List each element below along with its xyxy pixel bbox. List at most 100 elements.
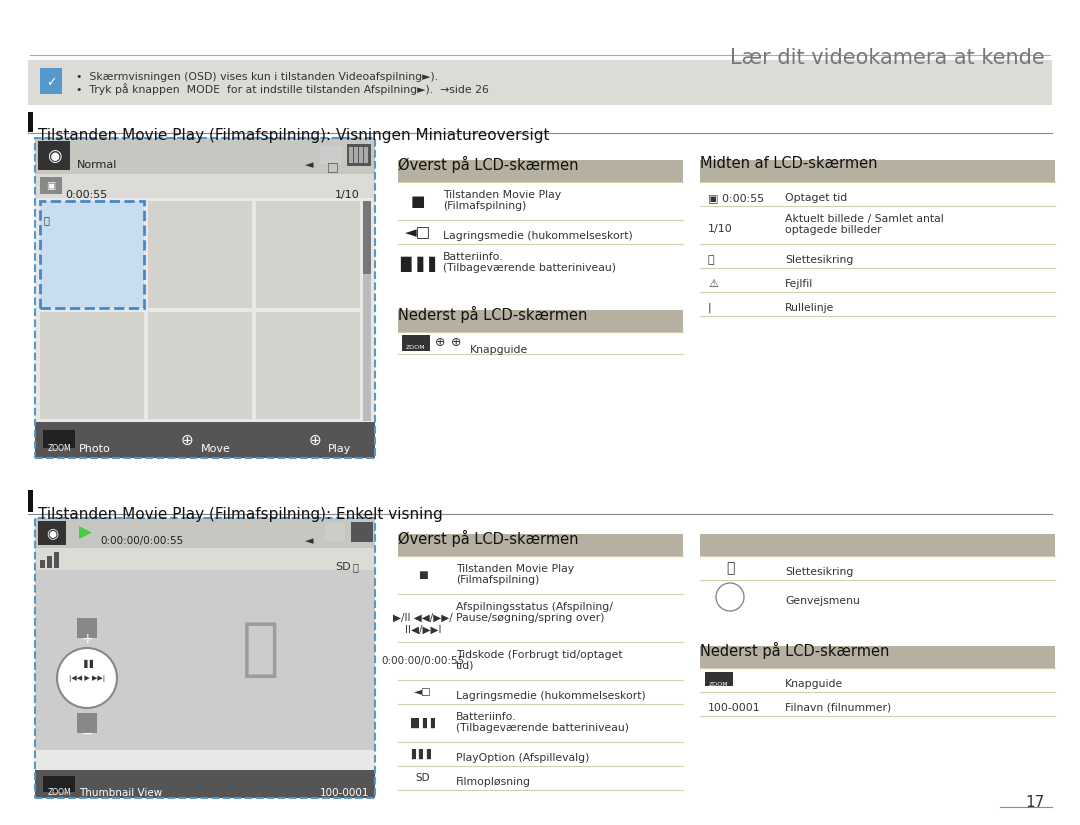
Bar <box>399 534 683 556</box>
Text: ▐▐: ▐▐ <box>81 659 94 668</box>
Bar <box>148 201 252 308</box>
Bar <box>349 147 353 163</box>
Text: (Tilbageværende batteriniveau): (Tilbageværende batteriniveau) <box>456 723 629 733</box>
Bar <box>359 147 363 163</box>
Text: 100-0001: 100-0001 <box>320 788 369 798</box>
Text: ◄: ◄ <box>305 536 313 546</box>
Text: Midten af LCD-skærmen: Midten af LCD-skærmen <box>700 156 877 171</box>
Bar <box>35 570 375 750</box>
Text: 🔑: 🔑 <box>708 255 715 265</box>
Text: ◉: ◉ <box>46 147 62 165</box>
Text: ◉: ◉ <box>46 526 58 540</box>
Text: Fejlfil: Fejlfil <box>785 279 813 289</box>
Bar <box>28 112 33 132</box>
Text: II◀/▶▶I: II◀/▶▶I <box>405 625 442 635</box>
Text: 0:00:55: 0:00:55 <box>65 190 107 200</box>
Text: tid): tid) <box>456 661 474 671</box>
Bar <box>40 560 45 568</box>
Text: ZOOM: ZOOM <box>48 788 71 797</box>
Text: Nederst på LCD-skærmen: Nederst på LCD-skærmen <box>399 306 588 323</box>
Bar <box>40 177 62 194</box>
Text: ▣ 0:00:55: ▣ 0:00:55 <box>708 193 765 203</box>
Text: SD: SD <box>335 562 351 572</box>
Text: ◄□: ◄□ <box>414 687 432 697</box>
Text: Tilstanden Movie Play (Filmafspilning): Visningen Miniatureoversigt: Tilstanden Movie Play (Filmafspilning): … <box>38 128 550 143</box>
Bar <box>325 523 345 541</box>
Bar <box>54 552 59 568</box>
Text: Batteriinfo.: Batteriinfo. <box>443 252 503 262</box>
Text: ⊕: ⊕ <box>725 590 735 604</box>
Text: (Filmafspilning): (Filmafspilning) <box>443 201 526 211</box>
Text: +: + <box>81 632 93 646</box>
Bar <box>363 201 372 421</box>
Bar <box>40 312 144 419</box>
Text: ⊕: ⊕ <box>309 432 322 447</box>
Text: Øverst på LCD-skærmen: Øverst på LCD-skærmen <box>399 156 579 173</box>
Text: (Filmafspilning): (Filmafspilning) <box>456 575 539 585</box>
Bar <box>28 60 1052 105</box>
Text: 0:00:00/0:00:55: 0:00:00/0:00:55 <box>100 536 184 546</box>
Bar <box>38 521 66 545</box>
Text: Lær dit videokamera at kende: Lær dit videokamera at kende <box>730 48 1045 68</box>
Bar <box>700 646 1055 668</box>
Bar <box>35 138 375 458</box>
Text: (Tilbageværende batteriniveau): (Tilbageværende batteriniveau) <box>443 263 616 273</box>
Text: Knapguide: Knapguide <box>785 679 843 689</box>
Text: Slettesikring: Slettesikring <box>785 255 853 265</box>
Text: 17: 17 <box>1026 795 1045 810</box>
Circle shape <box>57 648 117 708</box>
Bar <box>35 138 375 174</box>
Text: ⊕: ⊕ <box>435 337 445 350</box>
Bar <box>364 147 368 163</box>
Text: Tilstanden Movie Play (Filmafspilning): Enkelt visning: Tilstanden Movie Play (Filmafspilning): … <box>38 507 443 522</box>
Text: ⊕: ⊕ <box>180 432 193 447</box>
Text: □: □ <box>327 160 339 173</box>
Text: Rullelinje: Rullelinje <box>785 303 835 313</box>
Text: 🔑: 🔑 <box>726 561 734 575</box>
Text: Tilstanden Movie Play: Tilstanden Movie Play <box>443 190 562 200</box>
Text: ZOOM: ZOOM <box>406 345 426 350</box>
Text: ZOOM: ZOOM <box>48 444 71 453</box>
Text: Genvejsmenu: Genvejsmenu <box>785 596 860 606</box>
Bar <box>77 618 97 638</box>
Text: Tilstanden Movie Play: Tilstanden Movie Play <box>456 564 575 574</box>
Text: SD: SD <box>416 773 430 783</box>
Circle shape <box>716 583 744 611</box>
Text: ■: ■ <box>410 195 426 210</box>
Text: ✓: ✓ <box>45 77 56 89</box>
Text: Optaget tid: Optaget tid <box>785 193 847 203</box>
Bar <box>77 713 97 733</box>
Text: Aktuelt billede / Samlet antal: Aktuelt billede / Samlet antal <box>785 214 944 224</box>
Bar <box>35 518 375 548</box>
Text: Nederst på LCD-skærmen: Nederst på LCD-skærmen <box>700 642 889 659</box>
Bar <box>363 201 372 274</box>
Text: Knapguide: Knapguide <box>470 345 528 355</box>
Text: PlayOption (Afspillevalg): PlayOption (Afspillevalg) <box>456 753 590 763</box>
Text: ▶/II ◀◀/▶▶/: ▶/II ◀◀/▶▶/ <box>393 613 453 623</box>
Bar <box>402 335 430 351</box>
Bar <box>256 201 360 308</box>
Text: ▣: ▣ <box>46 181 56 191</box>
Text: 🔑: 🔑 <box>353 562 359 572</box>
Text: Afspilningsstatus (Afspilning/: Afspilningsstatus (Afspilning/ <box>456 602 612 612</box>
Text: ▐▌▌▌: ▐▌▌▌ <box>407 718 438 728</box>
Bar <box>35 770 375 798</box>
Bar <box>35 548 375 570</box>
Text: ■: ■ <box>418 570 428 580</box>
Bar <box>43 776 75 792</box>
Bar <box>40 68 62 94</box>
Text: Thumbnail View: Thumbnail View <box>79 788 162 798</box>
Text: ZOOM: ZOOM <box>710 682 729 687</box>
Text: |: | <box>708 303 712 314</box>
Text: Batteriinfo.: Batteriinfo. <box>456 712 516 722</box>
Text: •  Skærmvisningen (OSD) vises kun i tilstanden Videoafspilning►).: • Skærmvisningen (OSD) vises kun i tilst… <box>76 72 438 82</box>
Text: 1/10: 1/10 <box>335 190 360 200</box>
Text: ▐▌▌▌: ▐▌▌▌ <box>394 257 442 271</box>
Text: 100-0001: 100-0001 <box>708 703 760 713</box>
Bar <box>35 174 375 198</box>
Text: Pause/søgning/spring over): Pause/søgning/spring over) <box>456 613 605 623</box>
Text: •  Tryk på knappen  MODE  for at indstille tilstanden Afspilning►).  →side 26: • Tryk på knappen MODE for at indstille … <box>76 83 489 95</box>
Bar <box>700 534 1055 556</box>
Bar <box>705 672 733 686</box>
Text: ◄□: ◄□ <box>405 225 431 241</box>
